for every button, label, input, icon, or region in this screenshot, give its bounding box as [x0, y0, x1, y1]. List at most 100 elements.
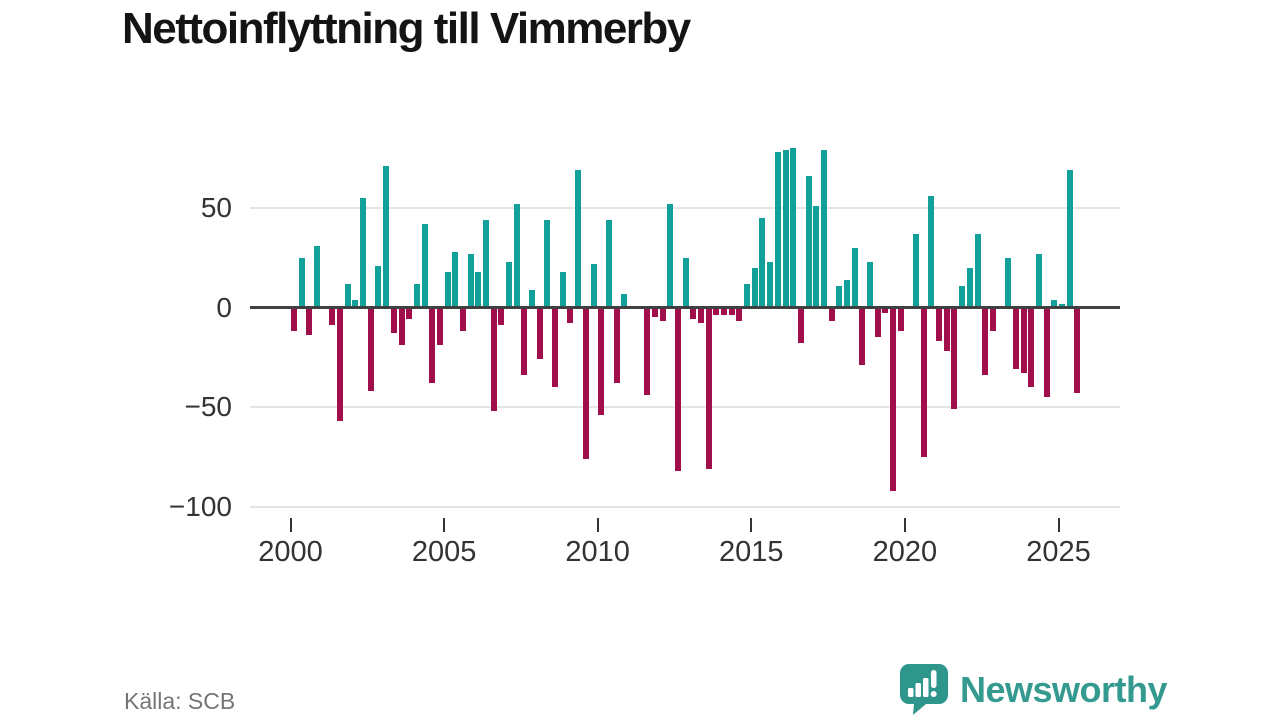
bar-negative	[989, 307, 996, 332]
bar-positive	[467, 253, 474, 308]
x-axis-tick-label: 2020	[872, 536, 938, 568]
bar-positive	[475, 271, 482, 308]
bar-negative	[890, 307, 897, 491]
bar-negative	[736, 307, 743, 322]
bar-positive	[820, 150, 827, 308]
bar-positive	[667, 204, 674, 308]
bar-negative	[337, 307, 344, 421]
bar-negative	[582, 307, 589, 459]
bar-negative	[951, 307, 958, 409]
bar-positive	[621, 293, 628, 308]
bar-negative	[1020, 307, 1027, 374]
bar-negative	[690, 307, 697, 320]
bar-negative	[367, 307, 374, 392]
bar-positive	[913, 233, 920, 308]
bar-negative	[598, 307, 605, 415]
bar-negative	[659, 307, 666, 322]
bar-negative	[306, 307, 313, 336]
bar-negative	[567, 307, 574, 324]
x-axis-tick-label: 2005	[411, 536, 477, 568]
x-axis-tick-mark	[750, 518, 753, 532]
bar-positive	[314, 245, 321, 308]
bar-positive	[851, 247, 858, 308]
bar-positive	[867, 261, 873, 308]
bar-positive	[751, 267, 758, 308]
bar-negative	[490, 307, 497, 411]
bar-positive	[744, 283, 751, 308]
bar-negative	[536, 307, 543, 360]
bar-negative	[705, 307, 712, 469]
gridline-y-100	[250, 505, 1120, 508]
bar-positive	[513, 204, 520, 308]
bar-positive	[813, 206, 820, 308]
bar-positive	[1059, 303, 1065, 308]
bar-negative	[459, 307, 466, 332]
bar-negative	[398, 307, 405, 346]
bar-positive	[483, 219, 489, 308]
bar-positive	[421, 223, 428, 308]
newsworthy-speech-bubble-icon	[900, 664, 948, 715]
bar-positive	[759, 217, 766, 308]
newsworthy-logo: Newsworthy	[900, 662, 1168, 718]
x-axis-tick-label: 2010	[565, 536, 630, 568]
zero-axis-line	[250, 306, 1120, 309]
bar-positive	[682, 257, 689, 308]
bar-positive	[529, 289, 536, 308]
bar-positive	[782, 150, 789, 308]
bar-positive	[928, 196, 935, 308]
bar-negative	[943, 307, 950, 352]
bar-positive	[360, 198, 367, 308]
bar-positive	[767, 261, 774, 308]
y-axis-tick-label: 0	[216, 291, 232, 323]
bar-negative	[721, 307, 728, 316]
bar-negative	[675, 307, 681, 471]
bar-negative	[436, 307, 443, 346]
bar-negative	[1074, 307, 1081, 394]
bar-negative	[1043, 307, 1050, 398]
bar-negative	[644, 307, 651, 396]
bar-positive	[352, 299, 359, 308]
bar-positive	[559, 271, 566, 308]
bar-positive	[1051, 299, 1058, 308]
bar-negative	[521, 307, 528, 376]
bar-positive	[605, 219, 612, 308]
y-axis-tick-label: 50	[200, 192, 232, 223]
bar-negative	[828, 307, 835, 322]
bar-negative	[874, 307, 881, 338]
bar-positive	[298, 257, 305, 308]
bar-positive	[1005, 257, 1012, 308]
bar-negative	[728, 307, 735, 316]
x-axis-tick-label: 2000	[258, 536, 323, 568]
bar-negative	[713, 307, 720, 316]
bar-positive	[444, 271, 451, 308]
bar-positive	[413, 283, 420, 308]
bar-positive	[966, 267, 973, 308]
chart-title: Nettoinflyttning till Vimmerby	[122, 4, 691, 53]
bar-positive	[836, 285, 843, 308]
bar-positive	[843, 279, 850, 308]
gridline-y50	[250, 207, 1120, 209]
y-axis-tick-label: −100	[168, 490, 232, 522]
bar-positive	[790, 148, 797, 308]
bar-negative	[329, 307, 336, 326]
bar-positive	[1035, 253, 1042, 308]
y-axis-tick-label: −50	[184, 391, 233, 422]
x-axis-tick-mark	[596, 518, 599, 532]
bar-negative	[882, 307, 889, 314]
bar-negative	[429, 307, 436, 384]
bar-negative	[651, 307, 658, 318]
bar-negative	[291, 307, 297, 332]
bar-positive	[959, 285, 966, 308]
bar-positive	[344, 283, 351, 308]
x-axis-tick-mark	[443, 518, 446, 532]
bar-positive	[452, 251, 459, 308]
bar-positive	[383, 166, 390, 308]
bar-positive	[575, 170, 582, 308]
bar-positive	[805, 176, 812, 308]
bar-negative	[982, 307, 989, 376]
bar-negative	[498, 307, 505, 326]
bar-negative	[390, 307, 397, 334]
bar-negative	[1012, 307, 1019, 370]
bar-negative	[797, 307, 804, 344]
